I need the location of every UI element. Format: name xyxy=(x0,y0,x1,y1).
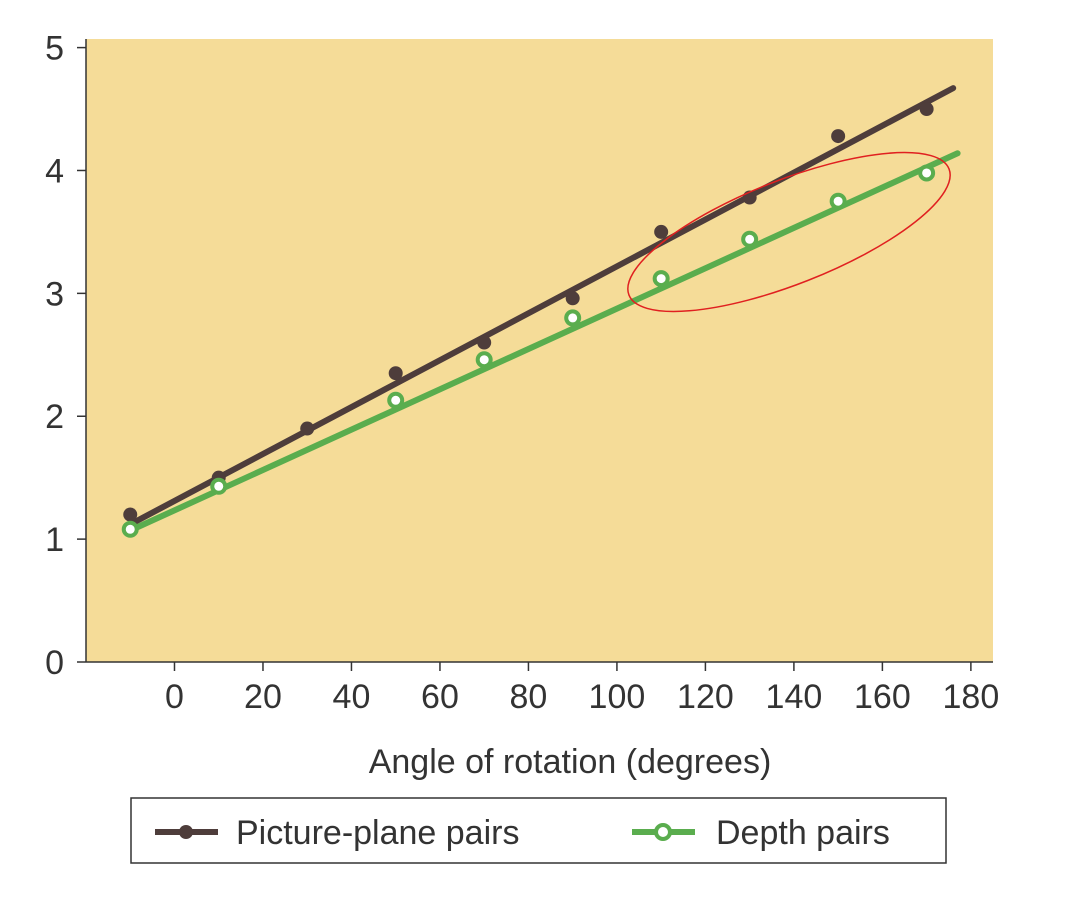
y-tick-label: 1 xyxy=(45,521,64,559)
x-tick-label: 20 xyxy=(244,678,282,716)
x-axis-label: Angle of rotation (degrees) xyxy=(369,743,772,781)
x-tick-label: 80 xyxy=(510,678,548,716)
data-point-picture-plane xyxy=(477,335,492,350)
data-point-depth xyxy=(741,230,759,248)
legend-label-picture-plane: Picture-plane pairs xyxy=(236,814,519,852)
plot-background xyxy=(86,39,993,662)
axes: 0 1 2 3 4 5 0 20 40 60 80 100 120 140 160 180 xyxy=(45,30,999,716)
data-point-depth xyxy=(652,270,670,288)
data-point-picture-plane xyxy=(654,224,669,239)
legend-marker-picture-plane xyxy=(179,825,193,839)
x-tick-label: 160 xyxy=(854,678,911,716)
data-point-picture-plane xyxy=(565,291,580,306)
data-point-depth xyxy=(475,351,493,369)
y-tick-label: 0 xyxy=(45,644,64,682)
legend-label-depth: Depth pairs xyxy=(716,814,890,852)
y-tick-label: 3 xyxy=(45,275,64,313)
data-point-depth xyxy=(829,192,847,210)
fit-line-0 xyxy=(127,85,957,528)
data-point-picture-plane xyxy=(831,129,846,144)
data-point-picture-plane xyxy=(123,507,138,522)
data-points xyxy=(121,102,936,538)
x-tick-label: 180 xyxy=(943,678,1000,716)
data-point-depth xyxy=(918,164,936,182)
annotations xyxy=(627,151,951,313)
y-tick-label: 4 xyxy=(45,152,64,190)
x-tick-label: 140 xyxy=(766,678,823,716)
legend-marker-depth xyxy=(654,823,672,841)
x-tick-label: 100 xyxy=(589,678,646,716)
data-point-picture-plane xyxy=(300,421,315,436)
data-point-picture-plane xyxy=(388,366,403,381)
fit-line-1 xyxy=(127,150,961,534)
x-tick-label: 120 xyxy=(677,678,734,716)
x-tick-label: 60 xyxy=(421,678,459,716)
y-tick-label: 5 xyxy=(45,30,64,68)
data-point-depth xyxy=(564,309,582,327)
y-tick-label: 2 xyxy=(45,398,64,436)
data-point-depth xyxy=(210,477,228,495)
data-point-picture-plane xyxy=(919,102,934,117)
legend: Picture-plane pairs Depth pairs xyxy=(130,797,947,864)
x-tick-label: 40 xyxy=(333,678,371,716)
data-point-depth xyxy=(387,391,405,409)
highlight-ellipse xyxy=(627,151,951,313)
x-tick-label: 0 xyxy=(165,678,184,716)
fit-lines xyxy=(127,85,961,534)
data-point-depth xyxy=(121,520,139,538)
